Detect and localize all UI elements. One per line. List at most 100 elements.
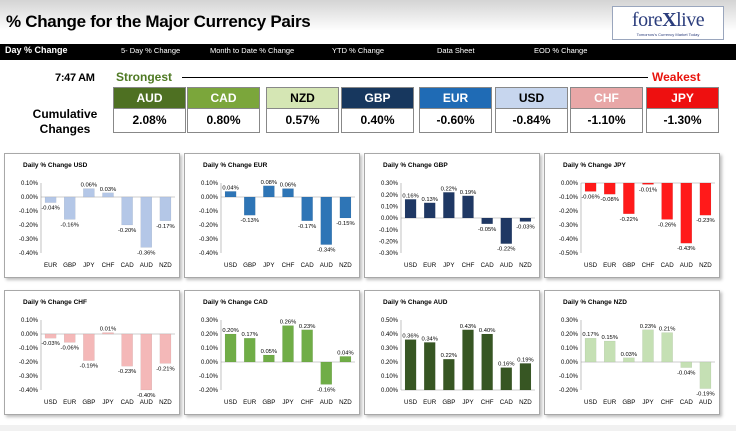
y-tick-label: 0.10% xyxy=(201,346,219,352)
x-tick-label: AUD xyxy=(320,262,334,269)
x-tick-label: EUR xyxy=(603,262,617,269)
x-tick-label: EUR xyxy=(63,399,77,406)
y-tick-label: 0.10% xyxy=(561,346,579,352)
x-tick-label: JPY xyxy=(83,262,94,269)
tab-eod-change[interactable]: EOD % Change xyxy=(534,46,588,55)
bar xyxy=(424,342,436,391)
data-label: 0.17% xyxy=(241,332,257,338)
chart-panel-eur: Daily % Change EUR 0.10% 0.00% -0.10% -0.20%… xyxy=(184,153,360,278)
x-tick-label: CAD xyxy=(301,262,315,269)
x-tick-label: CAD xyxy=(121,262,135,269)
x-tick-label: JPY xyxy=(642,399,653,406)
data-label: -0.08% xyxy=(601,197,619,203)
data-label: 0.16% xyxy=(498,362,514,368)
x-tick-label: AUD xyxy=(500,262,514,269)
x-tick-label: JPY xyxy=(263,262,274,269)
data-label: -0.23% xyxy=(696,218,714,224)
x-tick-label: NZD xyxy=(699,262,712,269)
data-label: -0.01% xyxy=(639,187,657,193)
bar xyxy=(224,191,237,198)
chart-panel-nzd: Daily % Change NZD 0.30% 0.20% 0.10% 0.00% -0… xyxy=(544,290,720,415)
strongest-label: Strongest xyxy=(116,70,173,84)
bar xyxy=(404,199,417,219)
y-tick-label: -0.20% xyxy=(199,388,219,394)
bar xyxy=(140,333,152,391)
y-tick-label: -0.20% xyxy=(559,209,579,215)
cumulative-label-line-1: Cumulative xyxy=(32,107,98,121)
data-label: -0.21% xyxy=(156,366,174,372)
currency-change-value: -1.30% xyxy=(646,109,719,133)
currency-box-cad: CAD 0.80% xyxy=(187,87,260,133)
currency-code: CAD xyxy=(187,87,260,109)
data-label: 0.16% xyxy=(402,193,418,199)
data-label: -0.19% xyxy=(80,364,98,370)
y-tick-label: 0.20% xyxy=(201,332,219,338)
tab-day-change[interactable]: Day % Change xyxy=(5,45,68,55)
bar-chart: Daily % Change CAD0.30%0.20%0.10%0.00%-0… xyxy=(199,299,355,406)
currency-code: CHF xyxy=(570,87,643,109)
data-label: 0.26% xyxy=(280,320,296,326)
data-label: -0.20% xyxy=(118,228,136,234)
x-tick-label: CHF xyxy=(642,262,655,269)
x-tick-label: USD xyxy=(584,399,598,406)
tab-ytd-change[interactable]: YTD % Change xyxy=(332,46,385,55)
bar xyxy=(102,332,114,335)
bar xyxy=(320,196,332,245)
bar xyxy=(481,217,493,224)
data-label: 0.01% xyxy=(100,327,116,333)
currency-code: JPY xyxy=(646,87,719,109)
bar xyxy=(224,333,237,363)
data-label: -0.36% xyxy=(137,250,155,256)
bar xyxy=(44,196,57,203)
x-tick-label: NZD xyxy=(159,262,172,269)
y-tick-label: -0.10% xyxy=(559,195,579,201)
tab-data-sheet[interactable]: Data Sheet xyxy=(437,46,475,55)
data-label: -0.05% xyxy=(478,227,496,233)
bar xyxy=(44,333,57,339)
y-tick-label: -0.20% xyxy=(559,388,579,394)
data-label: 0.22% xyxy=(441,353,457,359)
currency-box-aud: AUD 2.08% xyxy=(113,87,186,133)
y-tick-label: 0.20% xyxy=(381,360,399,366)
x-tick-label: CHF xyxy=(102,262,115,269)
x-tick-label: EUR xyxy=(423,399,437,406)
y-tick-label: 0.00% xyxy=(21,195,39,201)
x-tick-label: USD xyxy=(404,399,418,406)
bar xyxy=(519,217,532,222)
y-tick-label: 0.00% xyxy=(381,216,399,222)
bar xyxy=(443,192,455,219)
data-label: 0.19% xyxy=(460,190,476,196)
logo-text-a: fore xyxy=(631,9,663,31)
x-tick-label: CHF xyxy=(462,262,475,269)
title-bar: % Change for the Major Currency Pairs fo… xyxy=(0,0,736,44)
x-tick-label: JPY xyxy=(282,399,293,406)
bar xyxy=(500,367,512,391)
x-tick-label: NZD xyxy=(339,399,352,406)
bar xyxy=(680,182,692,244)
x-tick-label: CAD xyxy=(500,399,514,406)
data-label: -0.16% xyxy=(61,222,79,228)
y-tick-label: 0.20% xyxy=(381,193,399,199)
tab-month-to-date-change[interactable]: Month to Date % Change xyxy=(210,46,295,55)
chart-title: Daily % Change CHF xyxy=(23,299,87,306)
bar xyxy=(121,196,133,226)
data-label: 0.17% xyxy=(582,332,598,338)
data-label: 0.22% xyxy=(441,186,457,192)
data-label: -0.13% xyxy=(241,218,259,224)
y-tick-label: -0.20% xyxy=(19,360,39,366)
page-title: % Change for the Major Currency Pairs xyxy=(6,12,311,31)
x-tick-label: EUR xyxy=(603,399,617,406)
y-tick-label: -0.10% xyxy=(19,209,39,215)
x-tick-label: USD xyxy=(584,262,598,269)
x-tick-label: GBP xyxy=(243,262,256,269)
y-tick-label: -0.30% xyxy=(19,237,39,243)
tab-5-day-change[interactable]: 5- Day % Change xyxy=(121,46,181,55)
y-tick-label: 0.20% xyxy=(561,332,579,338)
y-tick-label: -0.40% xyxy=(559,237,579,243)
logo-text-x: X xyxy=(662,9,677,31)
bar xyxy=(481,333,493,391)
data-label: -0.40% xyxy=(137,393,155,399)
bar xyxy=(64,333,76,343)
y-tick-label: -0.30% xyxy=(559,223,579,229)
currency-code: AUD xyxy=(113,87,186,109)
